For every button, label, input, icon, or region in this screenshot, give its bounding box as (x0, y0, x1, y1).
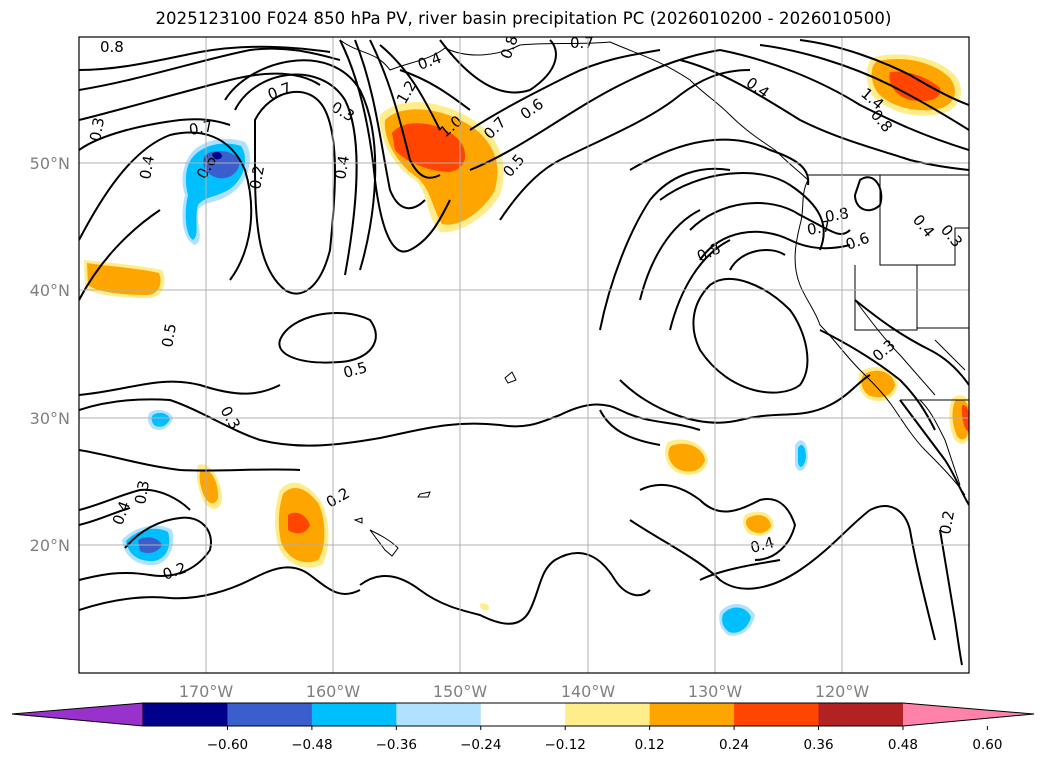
colorbar-tick-label: −0.48 (291, 737, 332, 753)
colorbar-tick-label: −0.24 (460, 737, 501, 753)
contour-label: 0.7 (806, 217, 833, 239)
lon-label: 170°W (179, 682, 234, 701)
colorbar-segment (396, 703, 482, 726)
colorbar: −0.60 −0.48 −0.36 −0.24 −0.12 0.12 0.24 0.36 0.4… (11, 702, 1035, 753)
contour-label: 0.8 (824, 204, 851, 226)
precip-strong-positive-area (889, 71, 941, 102)
colorbar-tick-label: 0.24 (719, 737, 749, 753)
contour-label: 0.3 (86, 116, 108, 143)
precip-strong-positive-area (288, 512, 310, 534)
longitude-labels: 170°W 160°W 150°W 140°W 130°W 120°W (179, 682, 870, 701)
lat-label: 30°N (30, 409, 70, 428)
contour-label: 0.4 (136, 154, 158, 181)
colorbar-extend-min (12, 703, 143, 726)
contour-label: 0.7 (188, 117, 215, 139)
coastlines (339, 39, 969, 557)
precip-shading (84, 54, 969, 636)
map-frame (78, 36, 970, 674)
colorbar-tick-label: 0.36 (803, 737, 833, 753)
colorbar-segment (227, 703, 313, 726)
lon-label: 160°W (306, 682, 361, 701)
pv-contours (79, 39, 969, 666)
precip-positive-area (745, 515, 771, 534)
colorbar-tick-label: 0.48 (888, 737, 918, 753)
precip-positive-area (212, 151, 222, 160)
colorbar-extend-max (903, 703, 1034, 726)
precip-negative-area (798, 445, 806, 467)
precip-positive-area (199, 469, 219, 504)
precip-positive-area (87, 263, 161, 295)
precip-positive-area (480, 603, 490, 611)
colorbar-segment (480, 703, 566, 726)
colorbar-segment (143, 703, 228, 726)
latitude-labels: 50°N 40°N 30°N 20°N (30, 154, 70, 555)
colorbar-labels: −0.60 −0.48 −0.36 −0.24 −0.12 0.12 0.24 0.36 0.4… (207, 726, 1002, 753)
colorbar-tick-label: 0.12 (635, 737, 665, 753)
contour-label: 0.2 (936, 509, 958, 536)
colorbar-segment (734, 703, 820, 726)
lon-label: 140°W (561, 682, 616, 701)
colorbar-segment (649, 703, 735, 726)
precip-strong-negative-area (203, 150, 240, 179)
colorbar-segment (818, 703, 904, 726)
gridlines (79, 37, 969, 673)
contour-label: 0.5 (341, 358, 369, 382)
lon-label: 120°W (815, 682, 870, 701)
colorbar-tick-label: 0.60 (972, 737, 1002, 753)
lat-label: 20°N (30, 536, 70, 555)
contour-label: 0.2 (246, 164, 268, 191)
colorbar-tick-label: −0.60 (207, 737, 248, 753)
colorbar-tick-label: −0.36 (376, 737, 417, 753)
contour-label: 0.8 (100, 38, 124, 56)
colorbar-segment (565, 703, 651, 726)
contour-label: 0.5 (158, 322, 180, 349)
precip-negative-area (722, 607, 751, 633)
contour-label: 0.4 (331, 154, 353, 181)
figure-title: 2025123100 F024 850 hPa PV, river basin … (155, 9, 892, 28)
colorbar-outline (11, 702, 1035, 727)
colorbar-segment (311, 703, 397, 726)
contour-label: 0.3 (131, 479, 153, 506)
lat-label: 50°N (30, 154, 70, 173)
colorbar-tick-label: −0.12 (545, 737, 586, 753)
lat-label: 40°N (30, 281, 70, 300)
precip-negative-area (151, 412, 170, 427)
lon-label: 130°W (688, 682, 743, 701)
precip-positive-area (861, 370, 895, 398)
precip-positive-area (668, 443, 705, 472)
colorbar-segments (12, 703, 1034, 726)
lon-label: 150°W (433, 682, 488, 701)
